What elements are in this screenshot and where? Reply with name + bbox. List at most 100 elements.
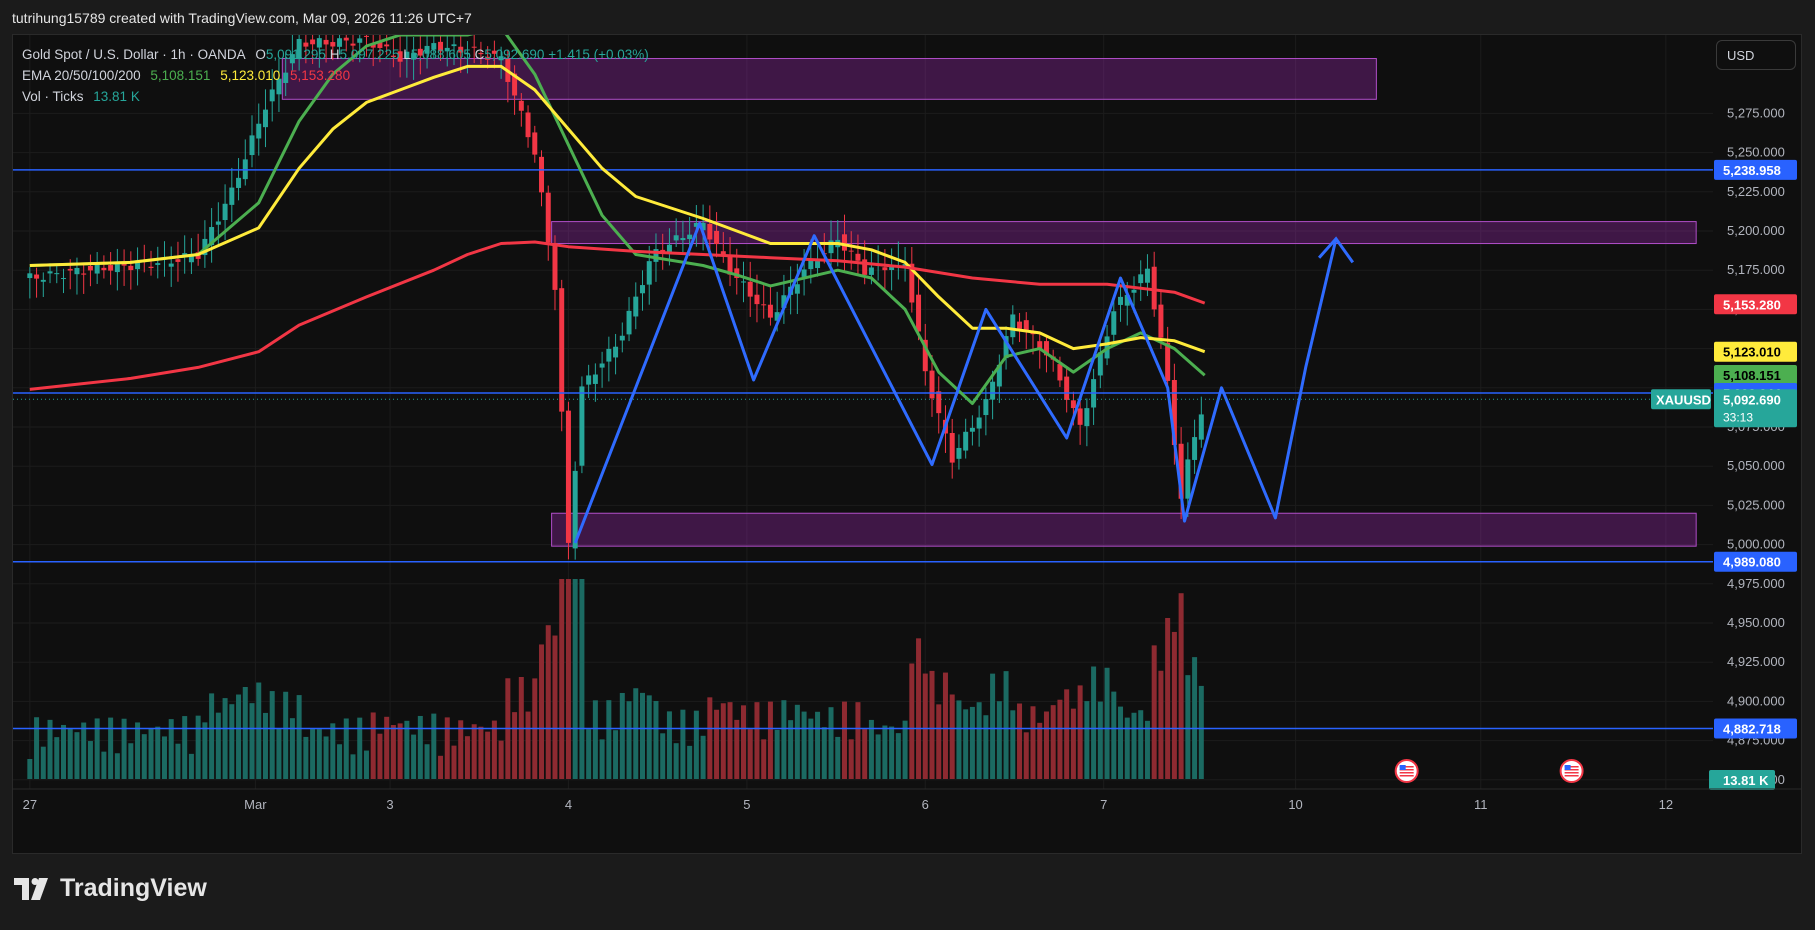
candle-body[interactable] bbox=[404, 51, 410, 59]
candle-body[interactable] bbox=[485, 56, 491, 60]
candle-body[interactable] bbox=[868, 267, 874, 275]
candle-body[interactable] bbox=[464, 53, 470, 55]
candle-body[interactable] bbox=[357, 38, 363, 43]
candle-body[interactable] bbox=[673, 235, 679, 241]
candle-body[interactable] bbox=[592, 374, 598, 384]
candle-body[interactable] bbox=[740, 281, 746, 283]
candle-body[interactable] bbox=[949, 432, 955, 463]
candle-body[interactable] bbox=[512, 73, 518, 96]
candle-body[interactable] bbox=[128, 265, 134, 271]
candle-body[interactable] bbox=[774, 312, 780, 321]
candle-body[interactable] bbox=[411, 53, 417, 60]
candle-body[interactable] bbox=[855, 253, 861, 261]
candle-body[interactable] bbox=[431, 43, 437, 50]
candle-body[interactable] bbox=[922, 339, 928, 372]
candle-body[interactable] bbox=[1131, 289, 1137, 293]
candle-body[interactable] bbox=[727, 256, 733, 275]
candle-body[interactable] bbox=[1151, 266, 1157, 310]
candle-body[interactable] bbox=[532, 132, 538, 155]
candle-body[interactable] bbox=[370, 43, 376, 48]
candle-body[interactable] bbox=[1178, 443, 1184, 499]
candle-body[interactable] bbox=[976, 417, 982, 429]
legend-volume-label[interactable]: Vol · Ticks bbox=[22, 89, 84, 104]
candle-body[interactable] bbox=[471, 46, 477, 48]
candle-body[interactable] bbox=[882, 267, 888, 271]
candle-body[interactable] bbox=[1010, 314, 1016, 338]
candle-body[interactable] bbox=[633, 296, 639, 317]
us-flag-icon[interactable] bbox=[1394, 759, 1419, 783]
candle-body[interactable] bbox=[155, 263, 161, 265]
ema-line[interactable] bbox=[29, 240, 1206, 391]
candle-body[interactable] bbox=[1023, 320, 1029, 332]
candle-body[interactable] bbox=[478, 53, 484, 55]
candle-body[interactable] bbox=[572, 470, 578, 549]
candle-body[interactable] bbox=[929, 370, 935, 399]
candle-body[interactable] bbox=[303, 42, 309, 47]
ema-line[interactable] bbox=[29, 35, 1206, 405]
candle-body[interactable] bbox=[983, 399, 989, 416]
candle-body[interactable] bbox=[27, 273, 33, 279]
pattern-projection-path[interactable] bbox=[573, 221, 1338, 544]
candle-body[interactable] bbox=[343, 37, 349, 41]
candle-body[interactable] bbox=[559, 288, 565, 412]
legend-symbol-row[interactable]: Gold Spot / U.S. Dollar · 1h · OANDA O5,… bbox=[22, 44, 649, 65]
candle-body[interactable] bbox=[417, 48, 423, 56]
candle-body[interactable] bbox=[54, 273, 60, 275]
candle-body[interactable] bbox=[384, 44, 390, 47]
candle-body[interactable] bbox=[734, 268, 740, 278]
candle-body[interactable] bbox=[397, 51, 403, 62]
candle-body[interactable] bbox=[34, 274, 40, 279]
candle-body[interactable] bbox=[640, 285, 646, 294]
candle-body[interactable] bbox=[215, 221, 221, 225]
candle-body[interactable] bbox=[1158, 304, 1164, 338]
candle-body[interactable] bbox=[108, 265, 114, 271]
candle-body[interactable] bbox=[1084, 408, 1090, 427]
candle-body[interactable] bbox=[747, 281, 753, 297]
candle-body[interactable] bbox=[525, 112, 531, 138]
candle-body[interactable] bbox=[626, 310, 632, 335]
candle-body[interactable] bbox=[909, 263, 915, 303]
candle-body[interactable] bbox=[963, 431, 969, 451]
price-chart[interactable]: 4,850.0004,875.0004,900.0004,925.0004,95… bbox=[13, 35, 1801, 853]
candle-body[interactable] bbox=[175, 259, 181, 262]
legend-ema-row[interactable]: EMA 20/50/100/200 5,108.151 5,123.010 5,… bbox=[22, 65, 649, 86]
candle-body[interactable] bbox=[815, 261, 821, 269]
candle-body[interactable] bbox=[114, 262, 120, 273]
candle-body[interactable] bbox=[87, 265, 93, 271]
candle-body[interactable] bbox=[40, 279, 46, 282]
candle-body[interactable] bbox=[47, 271, 53, 274]
candle-body[interactable] bbox=[491, 50, 497, 54]
candle-body[interactable] bbox=[801, 269, 807, 277]
candle-body[interactable] bbox=[808, 259, 814, 270]
candle-body[interactable] bbox=[613, 346, 619, 358]
candle-body[interactable] bbox=[916, 294, 922, 332]
candle-body[interactable] bbox=[74, 267, 80, 275]
candle-body[interactable] bbox=[229, 187, 235, 205]
candle-body[interactable] bbox=[498, 56, 504, 61]
candle-body[interactable] bbox=[1097, 352, 1103, 376]
candle-body[interactable] bbox=[936, 391, 942, 414]
candle-body[interactable] bbox=[606, 348, 612, 362]
candle-body[interactable] bbox=[256, 123, 262, 139]
candle-body[interactable] bbox=[666, 244, 672, 253]
candle-body[interactable] bbox=[767, 304, 773, 318]
tradingview-logo[interactable]: TradingView bbox=[14, 874, 207, 903]
candle-body[interactable] bbox=[1111, 311, 1117, 335]
candle-body[interactable] bbox=[996, 364, 1002, 387]
candle-body[interactable] bbox=[1003, 336, 1009, 359]
candle-body[interactable] bbox=[289, 54, 295, 64]
candle-body[interactable] bbox=[1124, 294, 1130, 306]
candle-body[interactable] bbox=[451, 44, 457, 47]
candle-body[interactable] bbox=[700, 222, 706, 231]
candle-body[interactable] bbox=[1198, 414, 1204, 440]
candle-body[interactable] bbox=[316, 38, 322, 48]
candle-body[interactable] bbox=[60, 278, 66, 280]
candle-body[interactable] bbox=[1185, 459, 1191, 499]
candle-body[interactable] bbox=[586, 375, 592, 385]
candle-body[interactable] bbox=[1043, 341, 1049, 356]
candle-body[interactable] bbox=[714, 230, 720, 245]
candle-body[interactable] bbox=[693, 223, 699, 227]
candle-body[interactable] bbox=[296, 38, 302, 60]
candle-body[interactable] bbox=[249, 135, 255, 156]
candle-body[interactable] bbox=[276, 78, 282, 95]
